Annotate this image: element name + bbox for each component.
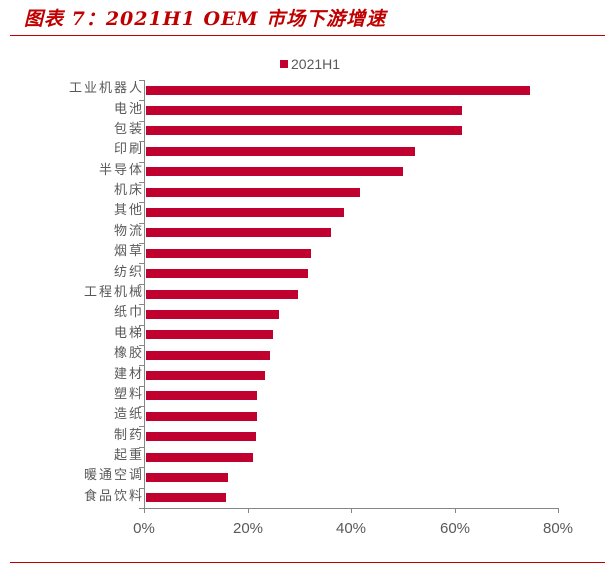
bar bbox=[146, 493, 227, 502]
bar bbox=[146, 269, 309, 278]
y-axis-tick bbox=[139, 406, 144, 407]
y-axis-tick bbox=[139, 426, 144, 427]
legend-swatch-icon bbox=[280, 60, 288, 68]
bar bbox=[146, 86, 531, 95]
y-axis-tick bbox=[139, 488, 144, 489]
bar bbox=[146, 371, 265, 380]
bar bbox=[146, 106, 462, 115]
y-axis-tick bbox=[139, 121, 144, 122]
y-axis-tick bbox=[139, 467, 144, 468]
bar bbox=[146, 290, 299, 299]
category-label: 造纸 bbox=[113, 407, 144, 422]
x-axis-tick bbox=[248, 508, 249, 513]
bar bbox=[146, 188, 361, 197]
category-label: 包装 bbox=[113, 122, 144, 137]
bar bbox=[146, 432, 256, 441]
y-axis-tick bbox=[139, 365, 144, 366]
bar bbox=[146, 412, 257, 421]
x-axis-label: 60% bbox=[439, 520, 471, 537]
y-axis-tick bbox=[139, 141, 144, 142]
legend: 2021H1 bbox=[280, 56, 340, 72]
bar bbox=[146, 473, 229, 482]
x-axis-label: 80% bbox=[542, 520, 574, 537]
category-label: 其他 bbox=[113, 203, 144, 218]
x-axis-label: 20% bbox=[232, 520, 264, 537]
y-axis-tick bbox=[139, 100, 144, 101]
figure-title: 图表 7：2021H1 OEM 市场下游增速 bbox=[24, 8, 387, 30]
bar bbox=[146, 249, 312, 258]
bar bbox=[146, 126, 462, 135]
y-axis-tick bbox=[139, 162, 144, 163]
bar bbox=[146, 208, 344, 217]
y-axis-tick bbox=[139, 284, 144, 285]
y-axis bbox=[144, 80, 145, 508]
bar bbox=[146, 310, 279, 319]
bottom-divider bbox=[10, 562, 605, 563]
y-axis-tick bbox=[139, 508, 144, 509]
x-axis-label: 40% bbox=[335, 520, 367, 537]
x-axis-label: 0% bbox=[133, 520, 155, 537]
bar bbox=[146, 351, 270, 360]
category-label: 塑料 bbox=[113, 387, 144, 402]
category-label: 暖通空调 bbox=[83, 468, 144, 483]
category-label: 工业机器人 bbox=[68, 81, 144, 96]
y-axis-tick bbox=[139, 263, 144, 264]
bar bbox=[146, 330, 273, 339]
category-label: 制药 bbox=[113, 428, 144, 443]
category-label: 半导体 bbox=[98, 163, 144, 178]
category-label: 机床 bbox=[113, 183, 144, 198]
x-axis-tick bbox=[455, 508, 456, 513]
category-label: 烟草 bbox=[113, 244, 144, 259]
y-axis-tick bbox=[139, 447, 144, 448]
y-axis-tick bbox=[139, 202, 144, 203]
y-axis-tick bbox=[139, 80, 144, 81]
y-axis-tick bbox=[139, 182, 144, 183]
y-axis-tick bbox=[139, 223, 144, 224]
bar bbox=[146, 228, 332, 237]
x-axis-tick bbox=[351, 508, 352, 513]
category-label: 物流 bbox=[113, 224, 144, 239]
category-label: 食品饮料 bbox=[83, 489, 144, 504]
bar bbox=[146, 167, 403, 176]
title-divider bbox=[10, 35, 605, 36]
bar bbox=[146, 147, 415, 156]
category-label: 纸巾 bbox=[113, 305, 144, 320]
y-axis-tick bbox=[139, 345, 144, 346]
category-label: 建材 bbox=[113, 367, 144, 382]
x-axis-tick bbox=[558, 508, 559, 513]
y-axis-tick bbox=[139, 304, 144, 305]
bar bbox=[146, 453, 254, 462]
category-label: 电池 bbox=[113, 102, 144, 117]
category-label: 橡胶 bbox=[113, 346, 144, 361]
y-axis-tick bbox=[139, 386, 144, 387]
plot-area bbox=[139, 80, 559, 513]
x-axis-tick bbox=[144, 508, 145, 513]
bar bbox=[146, 391, 257, 400]
category-label: 纺织 bbox=[113, 265, 144, 280]
y-axis-tick bbox=[139, 325, 144, 326]
legend-label: 2021H1 bbox=[291, 56, 341, 72]
category-label: 起重 bbox=[113, 448, 144, 463]
y-axis-tick bbox=[139, 243, 144, 244]
category-label: 电梯 bbox=[113, 326, 144, 341]
category-label: 印刷 bbox=[113, 142, 144, 157]
category-label: 工程机械 bbox=[83, 285, 144, 300]
